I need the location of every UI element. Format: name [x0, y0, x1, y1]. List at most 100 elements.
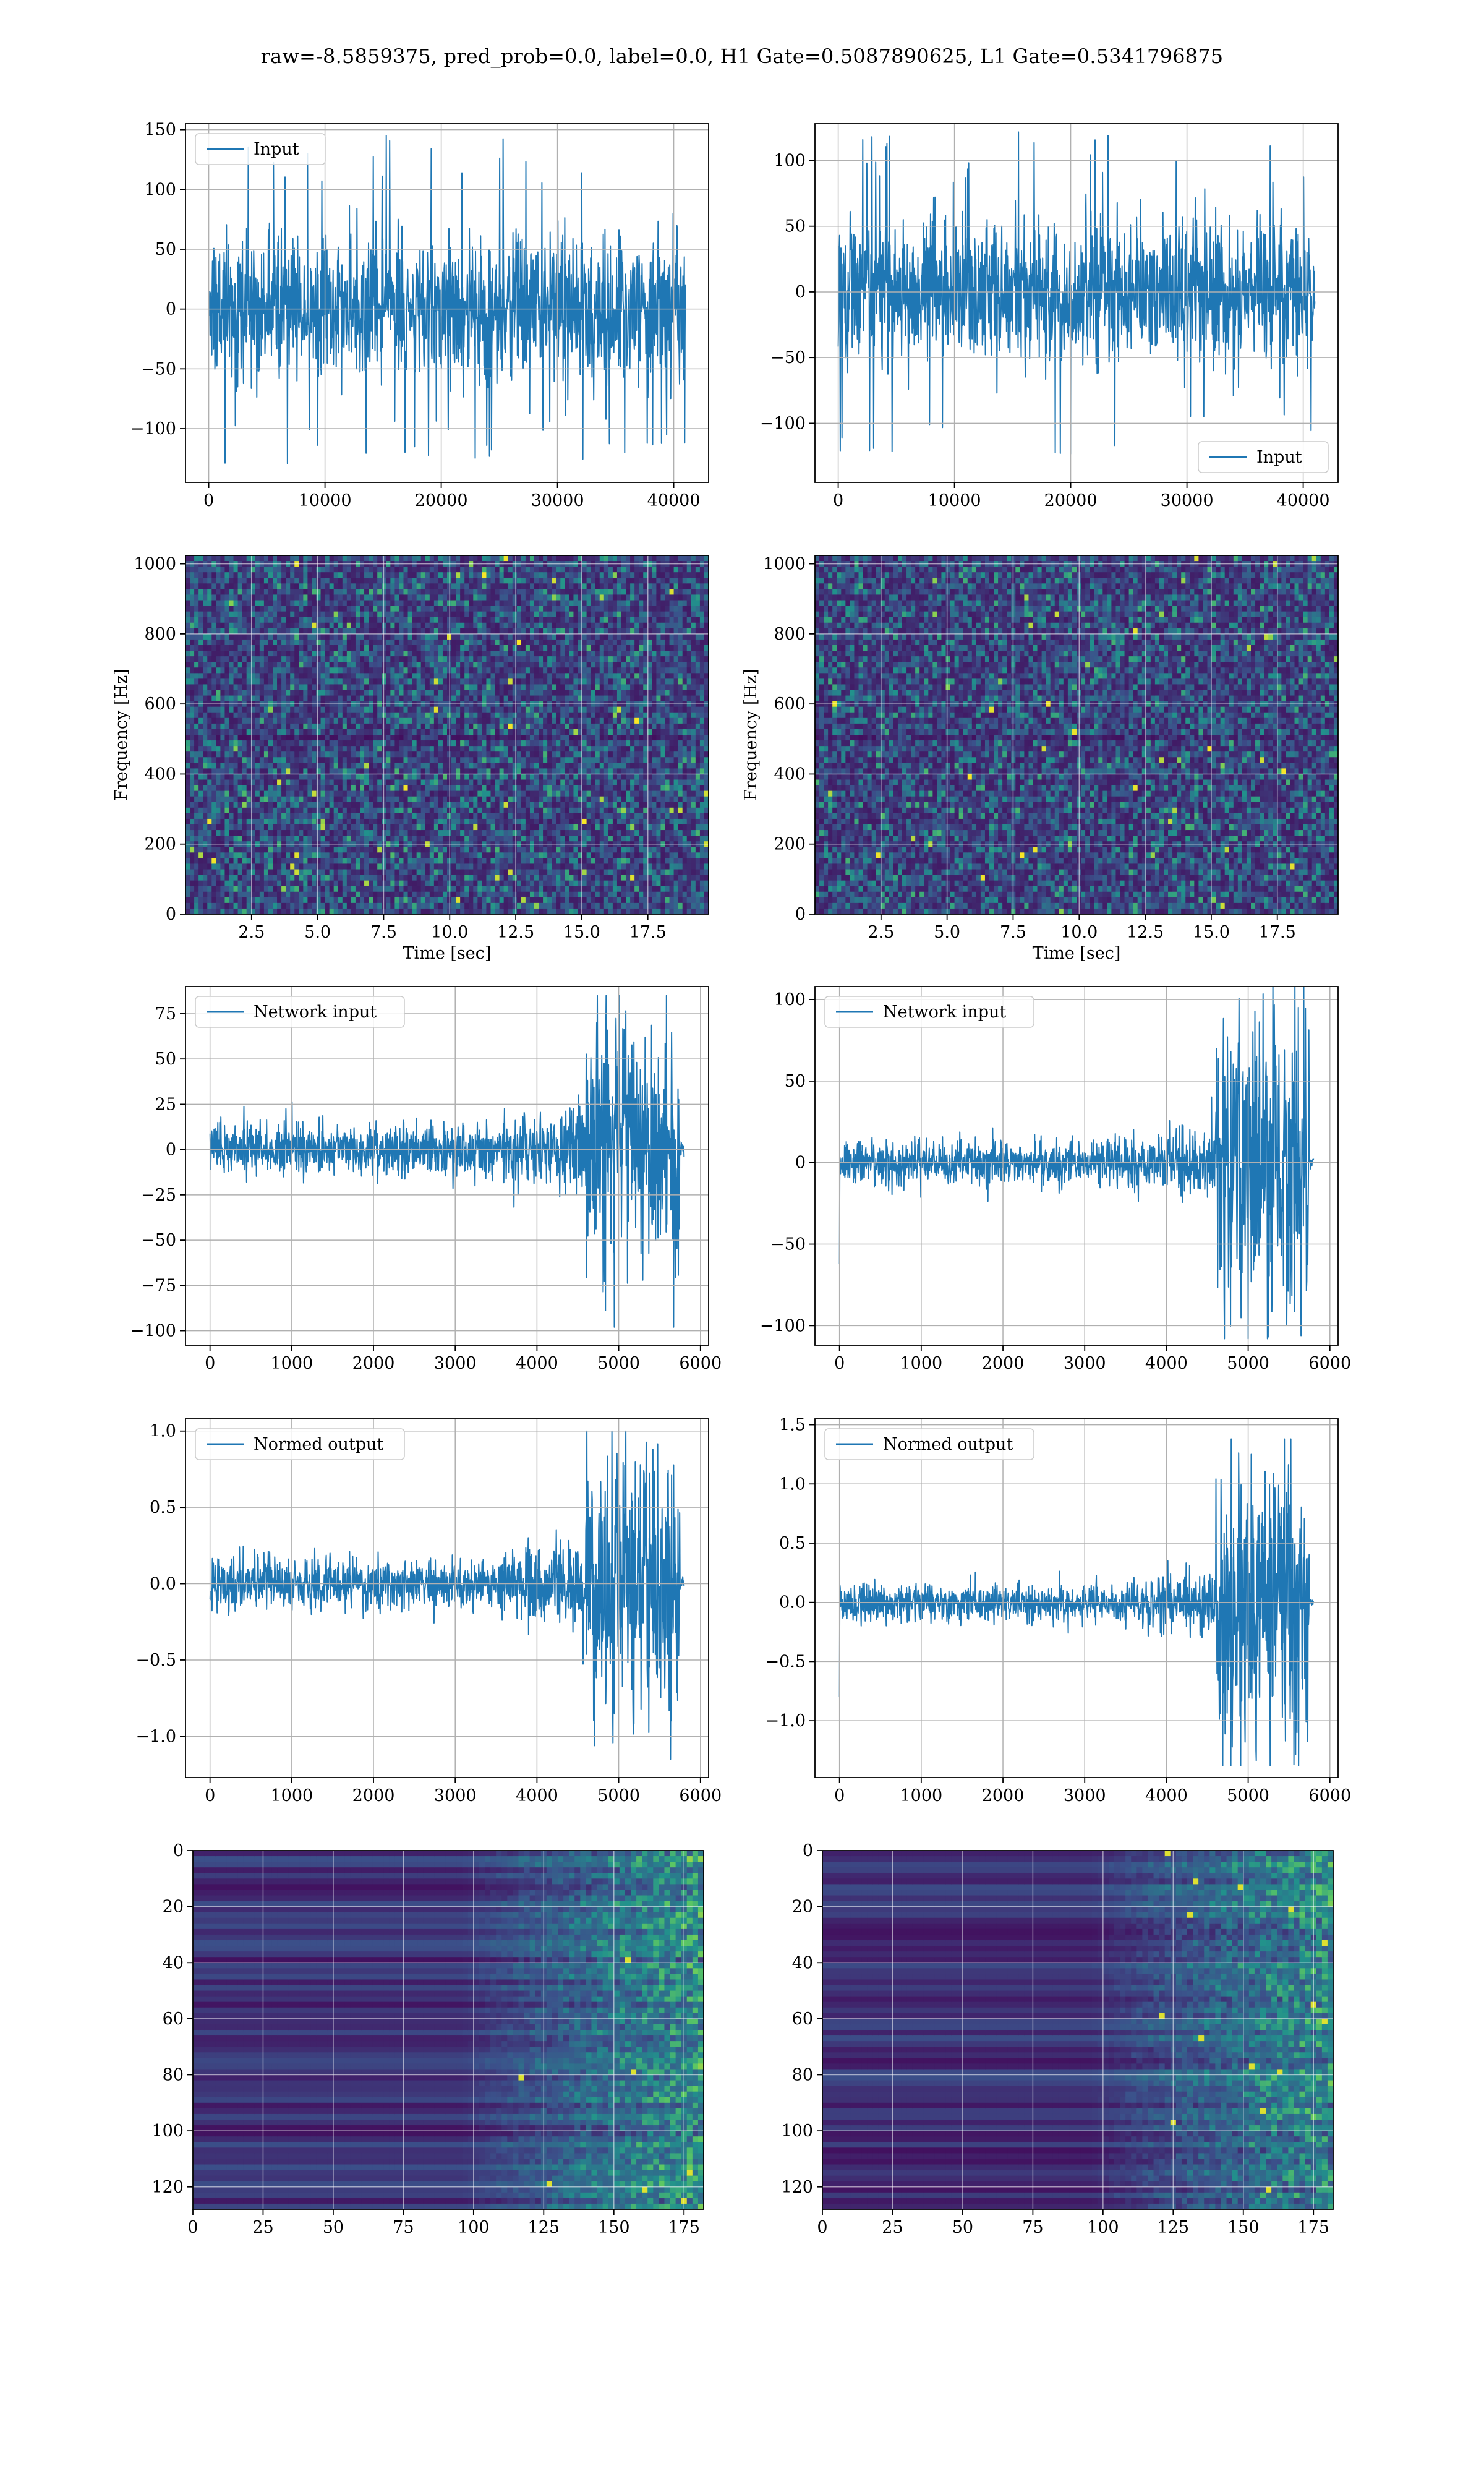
- h1-spectrogram-cell: [233, 594, 239, 601]
- h1-spectrogram-cell: [281, 751, 286, 758]
- h1-spectrogram-cell: [237, 740, 243, 747]
- h1-spectrogram-cell: [486, 572, 492, 578]
- h1-spectrogram-cell: [390, 673, 395, 679]
- h1-spectrogram-cell: [333, 863, 339, 870]
- h1-spectrogram-cell: [325, 684, 330, 691]
- h1-spectrogram-cell: [351, 678, 356, 685]
- h1-spectrogram-cell: [250, 735, 256, 741]
- h1-spectrogram-cell: [508, 897, 513, 904]
- h1-spectrogram-cell: [495, 757, 500, 763]
- h1-spectrogram-cell: [312, 600, 317, 607]
- h1-spectrogram-cell: [464, 768, 469, 775]
- h1-spectrogram-cell: [364, 813, 369, 820]
- h1-spectrogram-cell: [477, 617, 482, 623]
- h1-spectrogram-cell: [508, 863, 513, 870]
- h1-spectrogram-cell: [373, 774, 378, 781]
- h1-spectrogram-cell: [263, 656, 269, 662]
- h1-spectrogram-cell: [286, 852, 291, 858]
- h1-spectrogram-cell: [233, 790, 239, 797]
- h1-spectrogram-cell: [486, 836, 492, 842]
- h1-spectrogram-cell: [263, 818, 269, 825]
- h1-spectrogram-cell: [403, 583, 409, 589]
- h1-spectrogram-cell: [403, 790, 409, 797]
- h1-spectrogram-cell: [250, 555, 256, 562]
- h1-spectrogram-cell: [207, 656, 212, 662]
- h1-spectrogram-cell: [386, 712, 391, 719]
- h1-spectrogram-cell: [399, 662, 404, 668]
- h1-spectrogram-cell: [237, 578, 243, 584]
- h1-spectrogram-cell: [355, 662, 360, 668]
- h1-spectrogram-cell: [216, 594, 221, 601]
- h1-spectrogram-cell: [429, 790, 435, 797]
- h1-spectrogram-cell: [203, 779, 208, 786]
- h1-spectrogram-cell: [224, 908, 230, 914]
- h1-spectrogram-cell: [190, 813, 195, 820]
- h1-spectrogram-cell: [499, 852, 505, 858]
- h1-spectrogram-cell: [451, 555, 456, 562]
- h1-spectrogram-cell: [290, 567, 295, 573]
- h1-spectrogram-cell: [286, 690, 291, 696]
- h1-spectrogram-cell: [373, 813, 378, 820]
- h1-spectrogram-cell: [342, 717, 348, 724]
- h1-spectrogram-cell: [281, 622, 286, 629]
- h1-spectrogram-cell: [250, 751, 256, 758]
- h1-spectrogram-cell: [420, 802, 426, 808]
- h1-spectrogram-cell: [499, 886, 505, 892]
- h1-spectrogram-cell: [186, 891, 190, 898]
- h1-spectrogram-cell: [229, 847, 234, 853]
- h1-spectrogram-cell: [394, 836, 400, 842]
- h1-spectrogram-cell: [255, 774, 260, 781]
- h1-spectrogram-cell: [290, 628, 295, 635]
- h1-spectrogram-cell: [294, 869, 299, 876]
- h1-spectrogram-cell: [194, 886, 199, 892]
- h1-spectrogram-cell: [229, 869, 234, 876]
- h1-spectrogram-cell: [482, 678, 487, 685]
- h1-spectrogram-cell: [329, 589, 335, 596]
- h1-spectrogram-cell: [312, 572, 317, 578]
- h1-spectrogram-cell: [312, 740, 317, 747]
- h1-spectrogram-cell: [294, 651, 299, 657]
- h1-spectrogram-cell: [373, 656, 378, 662]
- h1-spectrogram-cell: [194, 796, 199, 803]
- h1-spectrogram-cell: [394, 594, 400, 601]
- h1-spectrogram-cell: [429, 807, 435, 814]
- h1-spectrogram-cell: [342, 886, 348, 892]
- h1-spectrogram-cell: [246, 606, 252, 612]
- h1-spectrogram-cell: [403, 645, 409, 651]
- h1-spectrogram-cell: [194, 628, 199, 635]
- h1-spectrogram-cell: [412, 617, 417, 623]
- h1-spectrogram-cell: [355, 656, 360, 662]
- h1-spectrogram-cell: [229, 695, 234, 702]
- h1-spectrogram-cell: [259, 763, 265, 769]
- h1-spectrogram-cell: [342, 880, 348, 887]
- h1-spectrogram-cell: [360, 712, 365, 719]
- h1-spectrogram-cell: [451, 633, 456, 640]
- h1-spectrogram-cell: [412, 572, 417, 578]
- h1-spectrogram-cell: [456, 908, 461, 914]
- h1-spectrogram-cell: [329, 763, 335, 769]
- h1-spectrogram-cell: [211, 628, 216, 635]
- h1-spectrogram-cell: [263, 667, 269, 674]
- h1-spectrogram-cell: [495, 852, 500, 858]
- h1-spectrogram-cell: [329, 583, 335, 589]
- h1-spectrogram-cell: [346, 802, 352, 808]
- h1-spectrogram-cell: [512, 611, 518, 618]
- h1-spectrogram-cell: [516, 633, 522, 640]
- h1-spectrogram-cell: [416, 735, 422, 741]
- h1-spectrogram-cell: [190, 807, 195, 814]
- h1-spectrogram-cell: [259, 746, 265, 752]
- h1-spectrogram-cell: [495, 617, 500, 623]
- h1-spectrogram-cell: [369, 717, 373, 724]
- h1-spectrogram-cell: [277, 667, 282, 674]
- h1-spectrogram-cell: [250, 611, 256, 618]
- h1-spectrogram-cell: [294, 886, 299, 892]
- h1-spectrogram-cell: [477, 645, 482, 651]
- h1-spectrogram-cell: [486, 622, 492, 629]
- h1-spectrogram-cell: [412, 633, 417, 640]
- h1-spectrogram-cell: [273, 567, 278, 573]
- h1-spectrogram-cell: [512, 824, 518, 831]
- h1-spectrogram-cell: [277, 578, 282, 584]
- h1-spectrogram-cell: [194, 572, 199, 578]
- h1-spectrogram-cell: [277, 790, 282, 797]
- h1-spectrogram-cell: [294, 852, 299, 858]
